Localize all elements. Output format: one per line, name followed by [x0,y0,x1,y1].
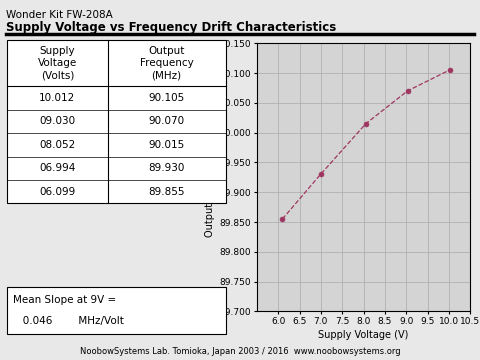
Text: 06.099: 06.099 [39,187,75,197]
Text: Wonder Kit FW-208A: Wonder Kit FW-208A [6,10,113,20]
Y-axis label: Output Frequency (MHz): Output Frequency (MHz) [205,118,216,237]
Text: 10.012: 10.012 [39,93,75,103]
Text: Mean Slope at 9V =: Mean Slope at 9V = [13,296,116,305]
Text: Supply Voltage vs Frequency Drift Characteristics: Supply Voltage vs Frequency Drift Charac… [6,21,336,34]
Text: NoobowSystems Lab. Tomioka, Japan 2003 / 2016  www.noobowsystems.org: NoobowSystems Lab. Tomioka, Japan 2003 /… [80,347,400,356]
Text: 89.855: 89.855 [148,187,185,197]
Text: 08.052: 08.052 [39,140,75,150]
Text: 89.930: 89.930 [148,163,185,173]
Text: Output
Frequency
(MHz): Output Frequency (MHz) [140,46,193,80]
X-axis label: Supply Voltage (V): Supply Voltage (V) [318,330,409,340]
Text: 90.070: 90.070 [149,116,185,126]
Text: 90.015: 90.015 [148,140,185,150]
Text: 0.046        MHz/Volt: 0.046 MHz/Volt [13,316,124,326]
Text: Supply
Voltage
(Volts): Supply Voltage (Volts) [38,46,77,80]
Text: 90.105: 90.105 [148,93,185,103]
Text: 06.994: 06.994 [39,163,76,173]
Text: 09.030: 09.030 [39,116,75,126]
